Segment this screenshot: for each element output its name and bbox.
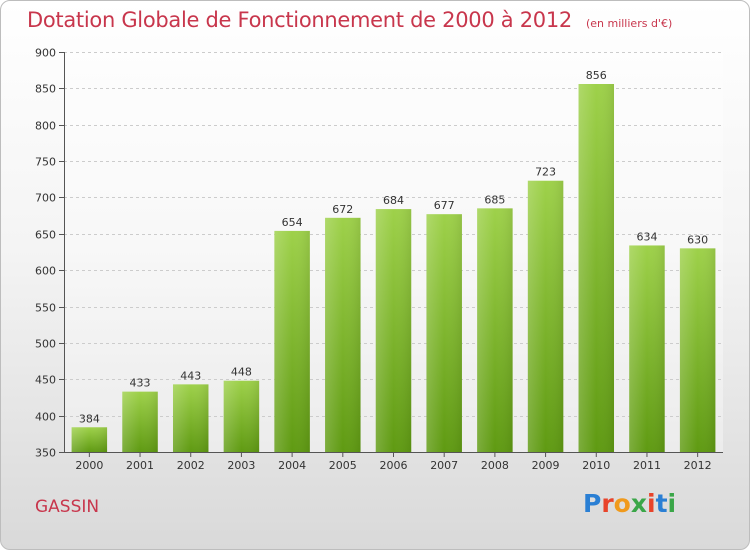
value-label-2006: 684: [383, 194, 404, 207]
value-label-2009: 723: [535, 166, 556, 179]
bar-shade-2010: [578, 84, 615, 452]
value-label-2004: 654: [282, 216, 303, 229]
x-tick-label-2001: 2001: [126, 459, 154, 472]
x-tick-label-2009: 2009: [532, 459, 560, 472]
bar-shade-2009: [527, 180, 564, 452]
y-tick-label: 400: [35, 411, 56, 424]
x-tick-label-2000: 2000: [75, 459, 103, 472]
logo-letter: x: [630, 489, 647, 518]
bar-shade-2002: [172, 384, 209, 452]
bar-shade-2004: [274, 230, 310, 452]
chart-title: Dotation Globale de Fonctionnement de 20…: [27, 8, 572, 32]
value-label-2005: 672: [332, 203, 353, 216]
value-label-2002: 443: [180, 369, 201, 382]
bar-shade-2003: [223, 380, 260, 452]
logo-letter: t: [655, 489, 668, 518]
y-tick-label: 700: [35, 192, 56, 205]
x-tick-label-2004: 2004: [278, 459, 306, 472]
y-tick-label: 650: [35, 229, 56, 242]
value-label-2000: 384: [79, 412, 100, 425]
bars: 384 433 443 448 654 672 684 677 685 723 856 634 630: [71, 69, 716, 452]
bar-shade-2000: [71, 427, 108, 452]
x-tick-label-2011: 2011: [633, 459, 661, 472]
y-tick-label: 850: [35, 83, 56, 96]
commune-name: GASSIN: [35, 497, 100, 517]
y-tick-label: 550: [35, 302, 56, 315]
x-tick-label-2002: 2002: [177, 459, 205, 472]
y-tick-label: 800: [35, 120, 56, 133]
x-tick-label-2006: 2006: [380, 459, 408, 472]
logo-letter: i: [667, 489, 677, 518]
value-label-2008: 685: [484, 193, 505, 206]
bar-shade-2006: [375, 209, 412, 452]
y-tick-label: 450: [35, 374, 56, 387]
y-tick-label: 350: [35, 447, 56, 460]
logo-letter: P: [583, 489, 602, 518]
value-label-2003: 448: [231, 366, 252, 379]
bar-shade-2008: [477, 208, 513, 452]
value-label-2012: 630: [687, 233, 708, 246]
bar-shade-2012: [679, 248, 716, 452]
bar-shade-2011: [629, 245, 665, 452]
proxiti-logo: Proxiti: [583, 489, 676, 518]
x-tick-label-2003: 2003: [227, 459, 255, 472]
x-tick-label-2010: 2010: [582, 459, 610, 472]
x-tick-label-2005: 2005: [329, 459, 357, 472]
axes: 350 400 450 500 550 600 650 700 750 800 850 900 2000…: [35, 47, 723, 472]
logo-letter: i: [647, 489, 656, 518]
bar-shade-2001: [122, 391, 158, 452]
y-tick-label: 500: [35, 338, 56, 351]
value-label-2011: 634: [636, 230, 657, 243]
x-tick-label-2008: 2008: [481, 459, 509, 472]
x-tick-label-2007: 2007: [430, 459, 458, 472]
y-tick-label: 600: [35, 265, 56, 278]
chart-subtitle: (en milliers d'€): [585, 17, 673, 30]
logo-letter: r: [601, 489, 614, 518]
value-label-2010: 856: [586, 69, 607, 82]
logo-letter: o: [613, 489, 631, 518]
y-tick-label: 750: [35, 156, 56, 169]
chart-header: Dotation Globale de Fonctionnement de 20…: [27, 8, 672, 32]
value-label-2007: 677: [434, 199, 455, 212]
y-tick-label: 900: [35, 47, 56, 60]
bar-shade-2005: [325, 217, 361, 452]
bar-shade-2007: [426, 214, 462, 452]
value-label-2001: 433: [130, 377, 151, 390]
x-tick-label-2012: 2012: [684, 459, 712, 472]
